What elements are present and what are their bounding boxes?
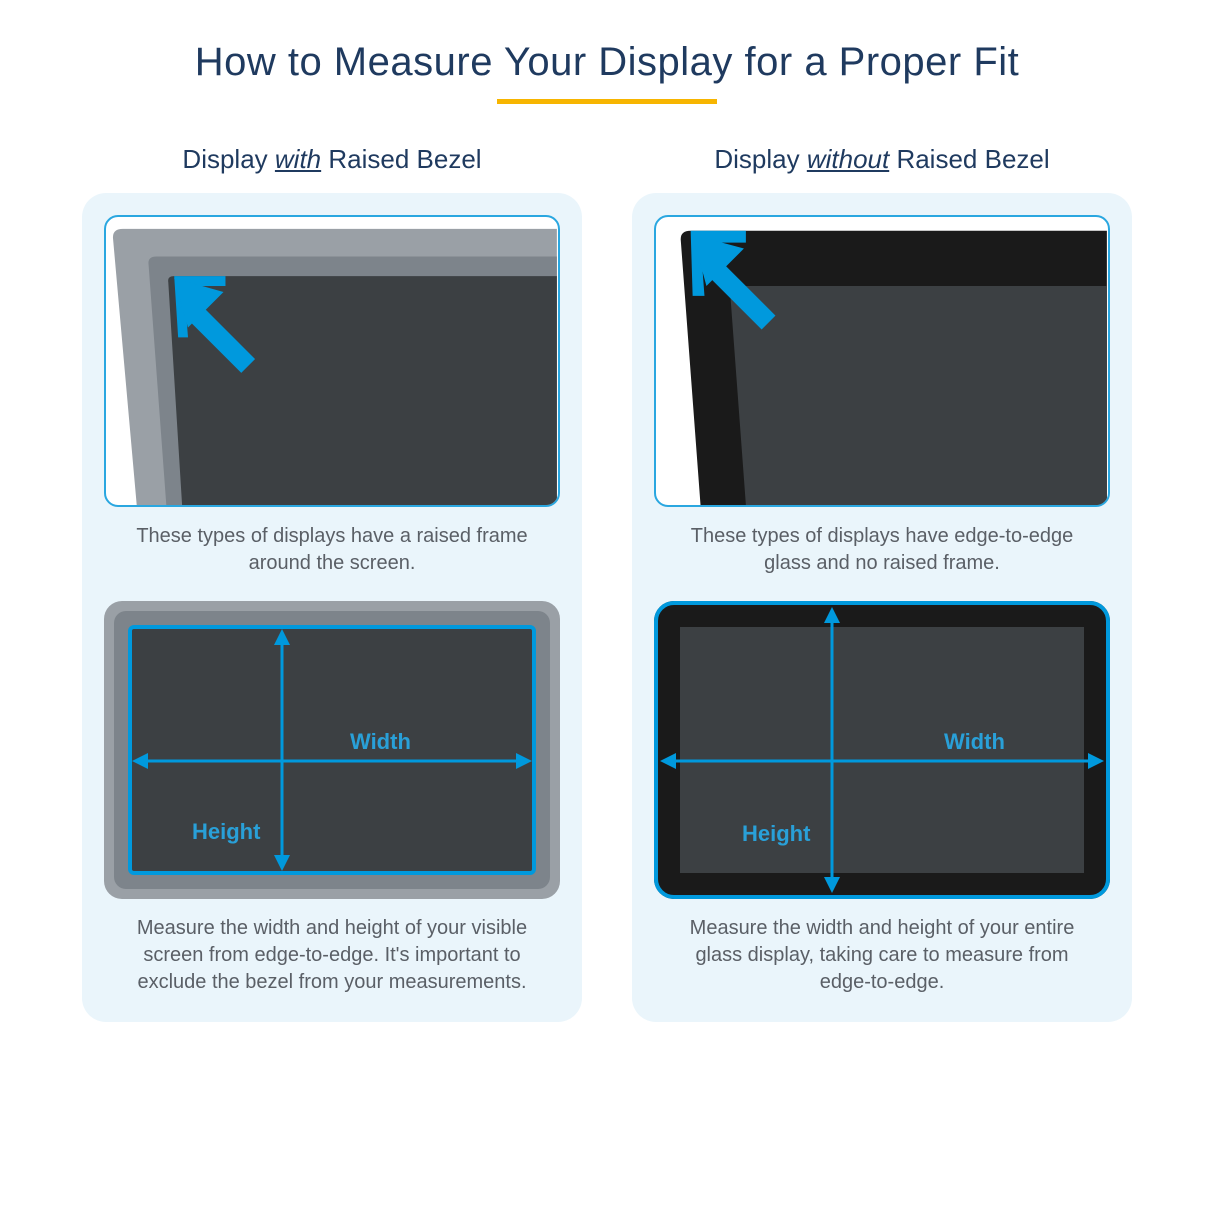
flat-corner-illustration: [656, 217, 1108, 505]
left-caption-2: Measure the width and height of your vis…: [124, 915, 540, 996]
bezel-corner-illustration: [106, 217, 558, 505]
left-heading: Display with Raised Bezel: [82, 144, 582, 175]
right-top-figure: [654, 215, 1110, 507]
left-top-figure: [104, 215, 560, 507]
heading-emphasis: without: [807, 144, 889, 174]
right-caption-1: These types of displays have edge-to-edg…: [674, 523, 1090, 577]
heading-text: Display: [714, 144, 806, 174]
height-label: Height: [192, 819, 261, 844]
flat-measure-illustration: Width Height: [654, 601, 1110, 899]
heading-emphasis: with: [275, 144, 321, 174]
left-caption-1: These types of displays have a raised fr…: [124, 523, 540, 577]
bezel-measure-illustration: Width Height: [104, 601, 560, 899]
width-label: Width: [944, 729, 1005, 754]
right-caption-2: Measure the width and height of your ent…: [674, 915, 1090, 996]
heading-text: Raised Bezel: [889, 144, 1049, 174]
left-panel: These types of displays have a raised fr…: [82, 193, 582, 1022]
columns-wrapper: Display with Raised Bezel: [60, 144, 1154, 1022]
height-label: Height: [742, 821, 811, 846]
column-with-bezel: Display with Raised Bezel: [82, 144, 582, 1022]
title-underline: [497, 99, 717, 104]
page-title: How to Measure Your Display for a Proper…: [60, 40, 1154, 85]
right-panel: These types of displays have edge-to-edg…: [632, 193, 1132, 1022]
right-bottom-figure: Width Height: [654, 601, 1110, 899]
heading-text: Display: [182, 144, 274, 174]
right-heading: Display without Raised Bezel: [632, 144, 1132, 175]
heading-text: Raised Bezel: [321, 144, 481, 174]
left-bottom-figure: Width Height: [104, 601, 560, 899]
column-without-bezel: Display without Raised Bezel: [632, 144, 1132, 1022]
width-label: Width: [350, 729, 411, 754]
